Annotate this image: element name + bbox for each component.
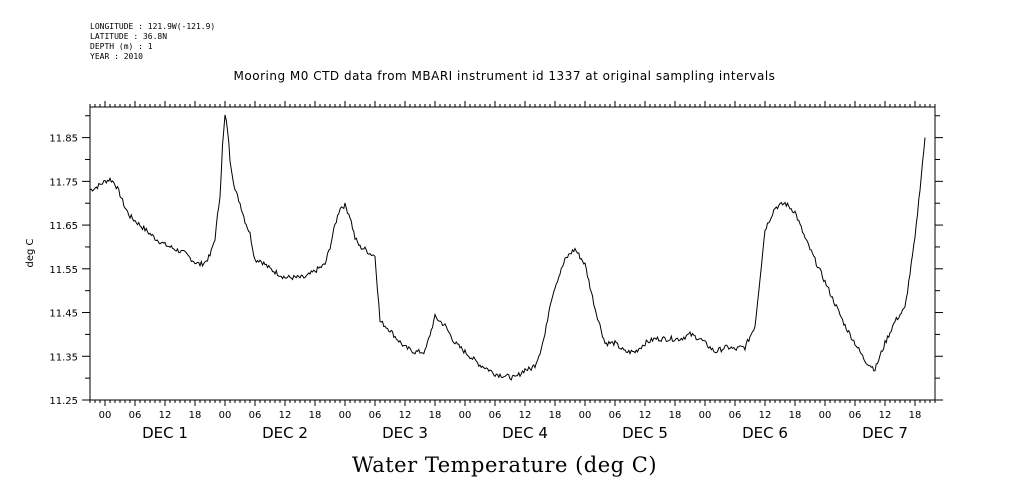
x-axis-label: Water Temperature (deg C) xyxy=(351,453,658,477)
year-text: YEAR : 2010 xyxy=(90,52,143,61)
y-tick-label: 11.55 xyxy=(49,265,78,276)
x-tick-label: 12 xyxy=(879,410,892,421)
day-label: DEC 7 xyxy=(862,424,908,442)
x-tick-label: 06 xyxy=(609,410,622,421)
longitude-text: LONGITUDE : 121.9W(-121.9) xyxy=(90,22,216,31)
x-tick-label: 18 xyxy=(309,410,322,421)
plot-frame xyxy=(89,106,936,401)
x-tick-label: 18 xyxy=(669,410,682,421)
y-tick-label: 11.45 xyxy=(49,309,78,320)
day-label: DEC 5 xyxy=(622,424,668,442)
x-tick-label: 12 xyxy=(159,410,172,421)
x-tick-label: 12 xyxy=(519,410,532,421)
x-tick-label: 00 xyxy=(339,410,352,421)
x-tick-label: 00 xyxy=(219,410,232,421)
x-tick-label: 06 xyxy=(849,410,862,421)
x-tick-label: 06 xyxy=(249,410,262,421)
x-tick-label: 06 xyxy=(729,410,742,421)
metadata-block: LONGITUDE : 121.9W(-121.9) LATITUDE : 36… xyxy=(90,22,215,62)
x-tick-label: 06 xyxy=(369,410,382,421)
y-tick-label: 11.85 xyxy=(49,134,78,145)
depth-text: DEPTH (m) : 1 xyxy=(90,42,153,51)
day-label: DEC 1 xyxy=(142,424,188,442)
day-label: DEC 2 xyxy=(262,424,308,442)
axis-labels: 00 06 12 18 00 06 12 18 00 06 12 18 00 06 12 18 00 06 12 18… xyxy=(49,134,921,442)
day-label: DEC 4 xyxy=(502,424,548,442)
x-tick-label: 12 xyxy=(399,410,412,421)
y-tick-label: 11.25 xyxy=(49,396,78,407)
x-tick-label: 00 xyxy=(459,410,472,421)
x-tick-label: 06 xyxy=(489,410,502,421)
x-tick-label: 00 xyxy=(99,410,112,421)
latitude-text: LATITUDE : 36.8N xyxy=(90,32,168,41)
day-label: DEC 3 xyxy=(382,424,428,442)
x-tick-label: 18 xyxy=(909,410,922,421)
x-tick-label: 18 xyxy=(549,410,562,421)
axis-ticks xyxy=(82,101,943,406)
day-label: DEC 6 xyxy=(742,424,788,442)
x-tick-label: 00 xyxy=(579,410,592,421)
y-tick-label: 11.65 xyxy=(49,221,78,232)
x-tick-label: 12 xyxy=(639,410,652,421)
x-tick-label: 00 xyxy=(819,410,832,421)
y-axis-label: deg C xyxy=(25,238,36,267)
x-tick-label: 18 xyxy=(789,410,802,421)
temperature-series-line xyxy=(89,114,926,381)
x-tick-label: 12 xyxy=(759,410,772,421)
x-tick-label: 12 xyxy=(279,410,292,421)
y-tick-label: 11.75 xyxy=(49,177,78,188)
y-tick-label: 11.35 xyxy=(49,352,78,363)
chart-title: Mooring M0 CTD data from MBARI instrumen… xyxy=(233,69,776,83)
x-tick-label: 18 xyxy=(429,410,442,421)
x-tick-label: 06 xyxy=(129,410,142,421)
x-tick-label: 18 xyxy=(189,410,202,421)
x-tick-label: 00 xyxy=(699,410,712,421)
